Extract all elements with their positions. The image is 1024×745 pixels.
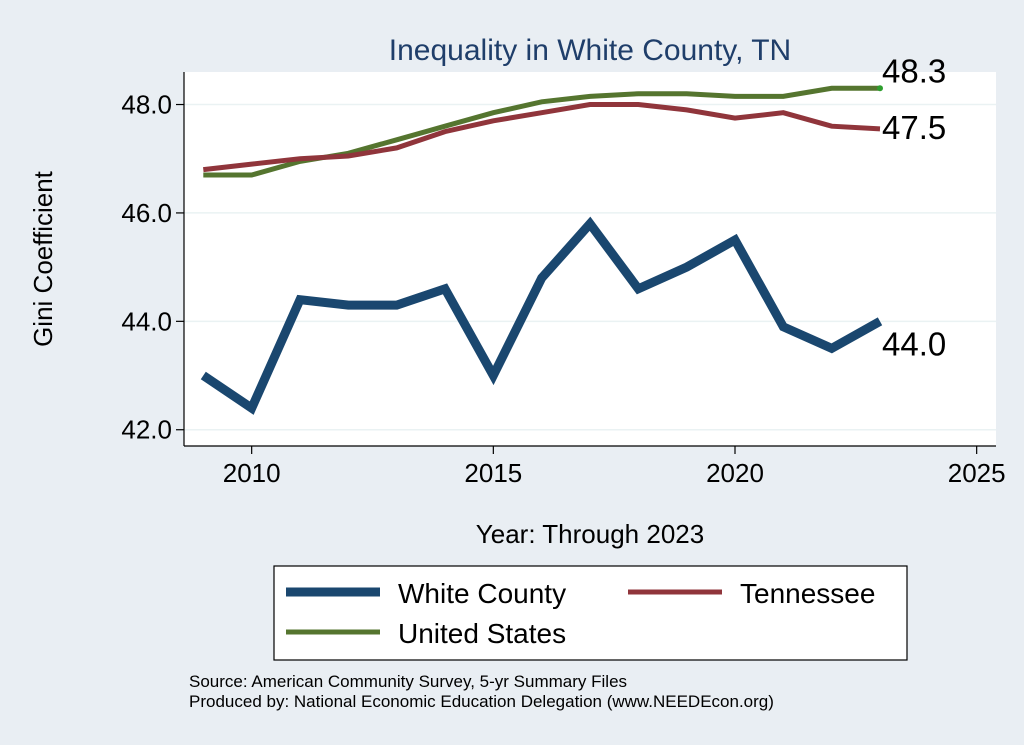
x-tick-label: 2015 <box>464 458 522 488</box>
source-note: Source: American Community Survey, 5-yr … <box>189 672 627 691</box>
end-label-white-county: 44.0 <box>882 325 946 362</box>
end-labels: 44.0 47.5 48.3 <box>882 52 946 362</box>
producer-note: Produced by: National Economic Education… <box>189 692 774 711</box>
legend-box <box>273 565 908 661</box>
x-tick-label: 2025 <box>948 458 1006 488</box>
series-line-white-county <box>200 216 883 415</box>
x-tick-label: 2010 <box>223 458 281 488</box>
legend-label-white-county: White County <box>398 578 566 609</box>
chart-title: Inequality in White County, TN <box>389 34 791 67</box>
end-label-tennessee: 47.5 <box>882 109 946 146</box>
plot-area <box>184 72 996 446</box>
legend-label-united-states: United States <box>398 618 566 649</box>
x-axis-title: Year: Through 2023 <box>476 519 704 549</box>
y-tick-label: 42.0 <box>121 415 172 445</box>
legend-label-tennessee: Tennessee <box>740 578 875 609</box>
series-line-tennessee <box>203 102 881 173</box>
end-marker-united-states <box>877 85 883 92</box>
legend: White County Tennessee United States <box>273 565 908 661</box>
y-axis-title: Gini Coefficient <box>28 170 58 347</box>
y-tick-label: 46.0 <box>121 198 172 228</box>
tick-labels: 42.0 44.0 46.0 48.0 2010 2015 2020 2025 <box>121 90 1005 488</box>
y-tick-label: 48.0 <box>121 90 172 120</box>
end-label-united-states: 48.3 <box>882 52 946 89</box>
axes <box>183 72 996 447</box>
y-tick-label: 44.0 <box>121 306 172 336</box>
series-lines <box>200 85 883 415</box>
x-tick-label: 2020 <box>706 458 764 488</box>
